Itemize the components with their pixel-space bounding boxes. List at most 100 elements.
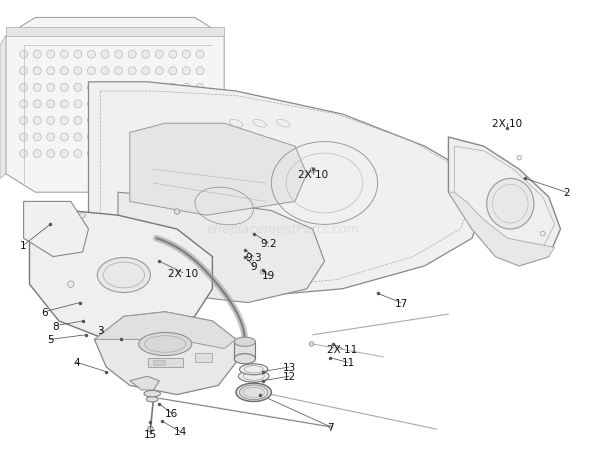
Circle shape	[169, 150, 177, 158]
Circle shape	[33, 117, 41, 125]
Circle shape	[196, 117, 204, 125]
Circle shape	[87, 84, 96, 92]
Circle shape	[182, 67, 191, 76]
Circle shape	[114, 134, 123, 142]
Circle shape	[33, 101, 41, 109]
Circle shape	[33, 134, 41, 142]
Circle shape	[155, 67, 163, 76]
Circle shape	[169, 67, 177, 76]
Ellipse shape	[238, 370, 269, 382]
Text: 2X 10: 2X 10	[168, 268, 198, 278]
Circle shape	[74, 51, 82, 59]
Circle shape	[155, 150, 163, 158]
Circle shape	[60, 150, 68, 158]
Circle shape	[142, 51, 150, 59]
Circle shape	[101, 134, 109, 142]
Circle shape	[87, 67, 96, 76]
Circle shape	[47, 117, 55, 125]
Circle shape	[169, 84, 177, 92]
Polygon shape	[448, 138, 560, 266]
Text: 16: 16	[165, 408, 178, 418]
Circle shape	[60, 134, 68, 142]
Circle shape	[310, 168, 316, 174]
Circle shape	[101, 51, 109, 59]
Circle shape	[182, 134, 191, 142]
Circle shape	[309, 342, 314, 347]
Text: 15: 15	[144, 429, 157, 439]
Circle shape	[101, 67, 109, 76]
Circle shape	[60, 67, 68, 76]
Circle shape	[33, 51, 41, 59]
Circle shape	[182, 150, 191, 158]
Circle shape	[196, 84, 204, 92]
Circle shape	[60, 101, 68, 109]
Text: 3: 3	[97, 325, 104, 336]
Circle shape	[128, 134, 136, 142]
Polygon shape	[234, 342, 255, 359]
Text: eReplacementParts.com: eReplacementParts.com	[207, 223, 359, 236]
Circle shape	[196, 101, 204, 109]
Circle shape	[169, 101, 177, 109]
Circle shape	[74, 134, 82, 142]
Circle shape	[155, 84, 163, 92]
Circle shape	[174, 209, 180, 215]
Circle shape	[128, 84, 136, 92]
Ellipse shape	[97, 258, 150, 293]
Circle shape	[182, 101, 191, 109]
Polygon shape	[153, 360, 165, 365]
Circle shape	[196, 134, 204, 142]
Circle shape	[196, 150, 204, 158]
Text: 13: 13	[283, 362, 296, 372]
Circle shape	[114, 101, 123, 109]
Circle shape	[74, 150, 82, 158]
Text: 9.2: 9.2	[260, 238, 277, 248]
Text: 2X 11: 2X 11	[327, 344, 358, 354]
Polygon shape	[0, 37, 6, 179]
Ellipse shape	[139, 333, 192, 356]
Circle shape	[142, 117, 150, 125]
Circle shape	[142, 84, 150, 92]
Circle shape	[60, 51, 68, 59]
Circle shape	[68, 281, 74, 288]
Circle shape	[128, 51, 136, 59]
Circle shape	[47, 67, 55, 76]
Circle shape	[128, 67, 136, 76]
Circle shape	[101, 84, 109, 92]
Circle shape	[169, 117, 177, 125]
Circle shape	[19, 101, 28, 109]
Ellipse shape	[146, 397, 158, 402]
Circle shape	[169, 51, 177, 59]
Circle shape	[155, 101, 163, 109]
Circle shape	[128, 117, 136, 125]
Circle shape	[47, 101, 55, 109]
Circle shape	[101, 101, 109, 109]
Circle shape	[114, 117, 123, 125]
Circle shape	[155, 117, 163, 125]
Circle shape	[19, 117, 28, 125]
Polygon shape	[118, 193, 324, 303]
Text: 2: 2	[563, 188, 570, 198]
Ellipse shape	[487, 179, 534, 230]
Text: 9.3: 9.3	[245, 252, 262, 262]
Circle shape	[19, 134, 28, 142]
Text: 4: 4	[73, 358, 80, 368]
Circle shape	[74, 117, 82, 125]
Text: 8: 8	[53, 321, 60, 331]
Circle shape	[47, 51, 55, 59]
Polygon shape	[24, 202, 88, 257]
Circle shape	[74, 67, 82, 76]
Circle shape	[19, 51, 28, 59]
Polygon shape	[130, 124, 307, 216]
Ellipse shape	[234, 337, 255, 347]
Polygon shape	[94, 312, 236, 349]
Polygon shape	[30, 211, 212, 340]
Text: 1: 1	[20, 241, 27, 251]
Circle shape	[128, 101, 136, 109]
Circle shape	[80, 213, 86, 218]
Circle shape	[182, 117, 191, 125]
Polygon shape	[88, 83, 484, 298]
Text: 6: 6	[41, 307, 48, 317]
Circle shape	[114, 84, 123, 92]
Circle shape	[114, 150, 123, 158]
Circle shape	[114, 51, 123, 59]
